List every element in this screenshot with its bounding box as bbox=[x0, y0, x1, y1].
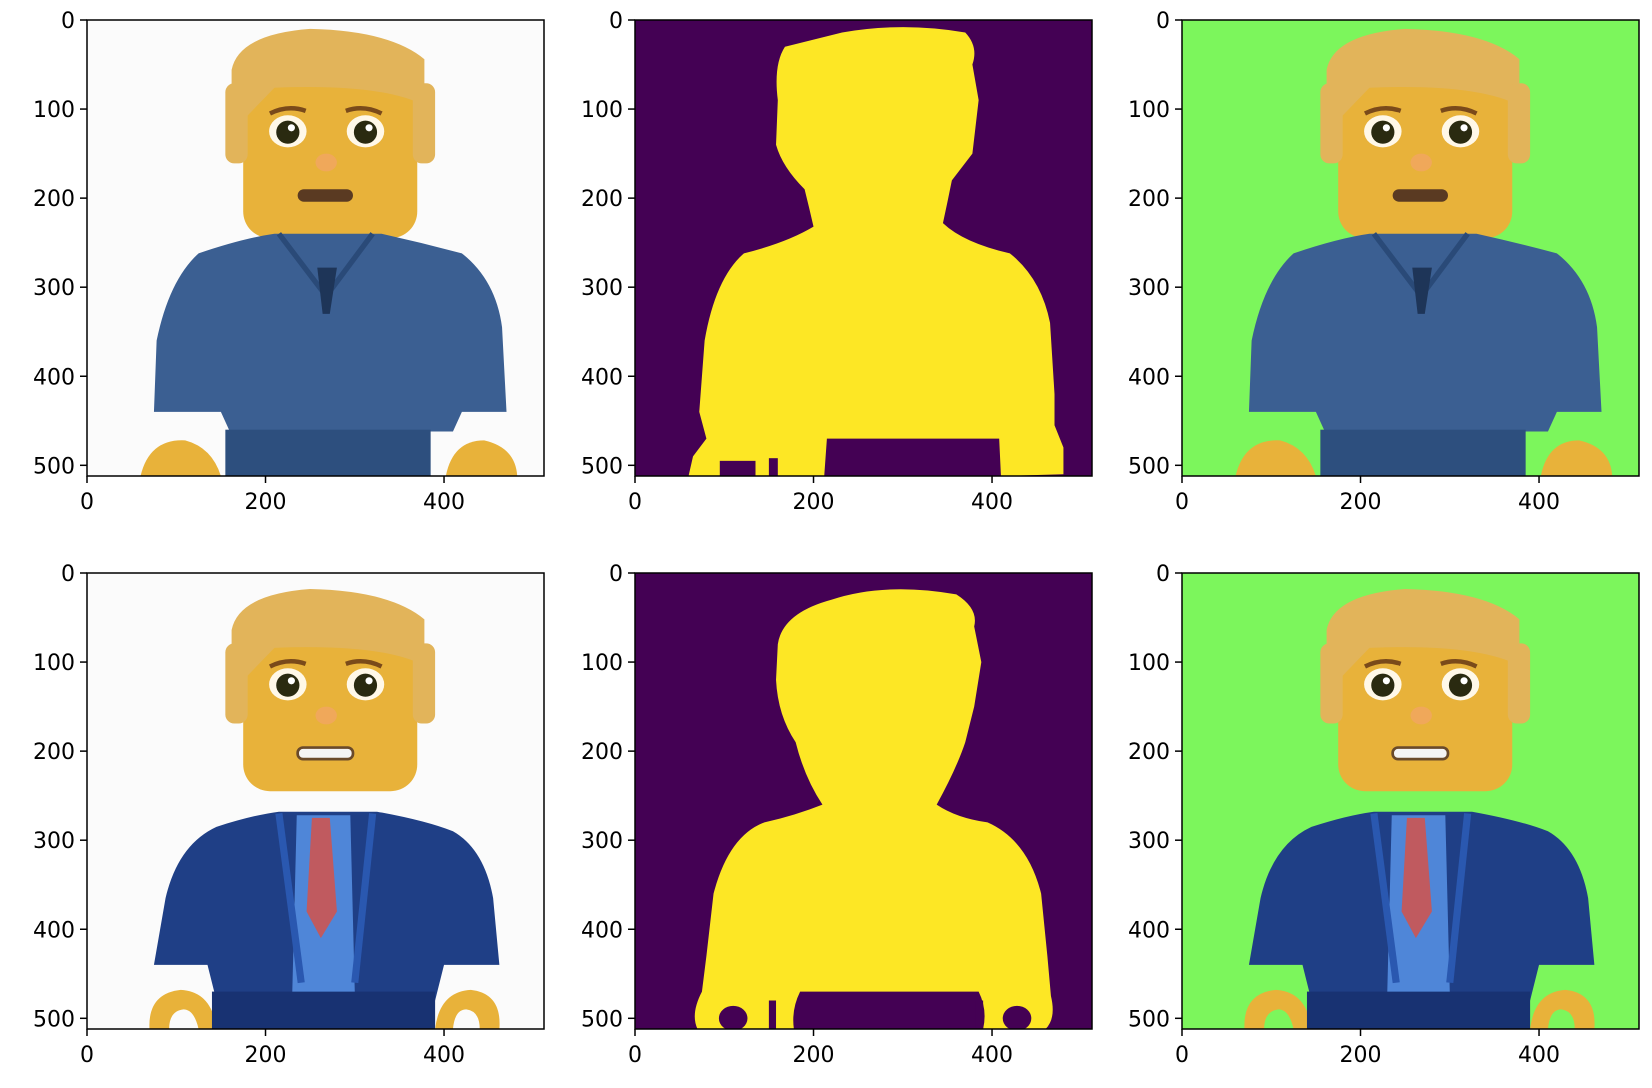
y-tick-label: 300 bbox=[1128, 829, 1170, 854]
y-tick-label: 500 bbox=[33, 1007, 75, 1032]
y-tick-label: 200 bbox=[33, 740, 75, 765]
y-tick-label: 200 bbox=[33, 187, 75, 212]
axes-frame bbox=[86, 19, 545, 477]
image-suit-mask bbox=[635, 573, 1092, 1029]
x-tick-label: 0 bbox=[628, 490, 642, 515]
panel-suit-original: 0 200 400 0 100 200 300 400 500 bbox=[33, 562, 545, 1068]
x-tick-label: 0 bbox=[80, 490, 94, 515]
axes-frame bbox=[86, 572, 545, 1030]
axes-frame bbox=[634, 19, 1093, 477]
y-tick-label: 500 bbox=[581, 1007, 623, 1032]
x-tick-label: 200 bbox=[1340, 1043, 1382, 1068]
x-tick-label: 0 bbox=[1175, 490, 1189, 515]
y-tick-label: 200 bbox=[1128, 740, 1170, 765]
y-tick-label: 300 bbox=[33, 829, 75, 854]
axes-frame bbox=[634, 572, 1093, 1030]
y-tick-label: 100 bbox=[581, 98, 623, 123]
minifigure-shirt bbox=[1235, 28, 1613, 476]
y-tick-label: 500 bbox=[1128, 454, 1170, 479]
minifigure-shirt bbox=[140, 28, 518, 476]
x-tick-label: 0 bbox=[628, 1043, 642, 1068]
mask-silhouette bbox=[688, 27, 1064, 476]
x-tick-label: 200 bbox=[245, 1043, 287, 1068]
y-tick-label: 200 bbox=[1128, 187, 1170, 212]
y-tick-label: 400 bbox=[1128, 918, 1170, 943]
x-tick-label: 400 bbox=[423, 490, 465, 515]
x-tick-label: 400 bbox=[971, 1043, 1013, 1068]
y-tick-label: 400 bbox=[33, 365, 75, 390]
panel-suit-composite: 0 200 400 0 100 200 300 400 500 bbox=[1128, 562, 1640, 1068]
image-shirt-composite bbox=[1182, 20, 1639, 476]
y-tick-label: 500 bbox=[1128, 1007, 1170, 1032]
panel-shirt-composite: 0 200 400 0 100 200 300 400 500 bbox=[1128, 9, 1640, 515]
x-tick-label: 400 bbox=[1518, 490, 1560, 515]
x-tick-label: 200 bbox=[793, 490, 835, 515]
y-tick-label: 0 bbox=[609, 9, 623, 34]
y-tick-label: 100 bbox=[1128, 98, 1170, 123]
y-tick-label: 500 bbox=[581, 454, 623, 479]
panel-shirt-original: 0 200 400 0 100 200 300 400 500 bbox=[33, 9, 545, 515]
x-tick-label: 0 bbox=[80, 1043, 94, 1068]
x-tick-label: 200 bbox=[245, 490, 287, 515]
y-tick-label: 0 bbox=[61, 562, 75, 587]
x-tick-label: 200 bbox=[1340, 490, 1382, 515]
y-tick-label: 0 bbox=[61, 9, 75, 34]
y-tick-label: 400 bbox=[581, 918, 623, 943]
y-tick-label: 300 bbox=[33, 276, 75, 301]
image-suit-composite bbox=[1182, 573, 1639, 1029]
image-shirt-original bbox=[87, 20, 544, 476]
panel-shirt-mask: 0 200 400 0 100 200 300 400 500 bbox=[581, 9, 1093, 515]
minifigure-suit bbox=[1244, 589, 1595, 1029]
x-tick-label: 400 bbox=[1518, 1043, 1560, 1068]
x-tick-label: 400 bbox=[423, 1043, 465, 1068]
minifigure-suit bbox=[149, 589, 500, 1029]
y-tick-label: 0 bbox=[609, 562, 623, 587]
y-tick-label: 200 bbox=[581, 740, 623, 765]
y-tick-label: 0 bbox=[1156, 562, 1170, 587]
y-tick-label: 500 bbox=[33, 454, 75, 479]
y-tick-label: 300 bbox=[581, 829, 623, 854]
x-tick-label: 400 bbox=[971, 490, 1013, 515]
y-tick-label: 400 bbox=[581, 365, 623, 390]
y-tick-label: 400 bbox=[33, 918, 75, 943]
axes-frame bbox=[1181, 572, 1640, 1030]
x-tick-label: 200 bbox=[793, 1043, 835, 1068]
y-tick-label: 300 bbox=[1128, 276, 1170, 301]
y-tick-label: 100 bbox=[33, 98, 75, 123]
y-tick-label: 400 bbox=[1128, 365, 1170, 390]
y-tick-label: 100 bbox=[1128, 651, 1170, 676]
y-tick-label: 100 bbox=[33, 651, 75, 676]
y-tick-label: 100 bbox=[581, 651, 623, 676]
image-shirt-mask bbox=[635, 20, 1092, 476]
panel-suit-mask: 0 200 400 0 100 200 300 400 500 bbox=[581, 562, 1093, 1068]
axes-frame bbox=[1181, 19, 1640, 477]
y-tick-label: 200 bbox=[581, 187, 623, 212]
x-tick-label: 0 bbox=[1175, 1043, 1189, 1068]
y-tick-label: 0 bbox=[1156, 9, 1170, 34]
image-suit-original bbox=[87, 573, 544, 1029]
y-tick-label: 300 bbox=[581, 276, 623, 301]
mask-silhouette bbox=[694, 589, 1053, 1029]
